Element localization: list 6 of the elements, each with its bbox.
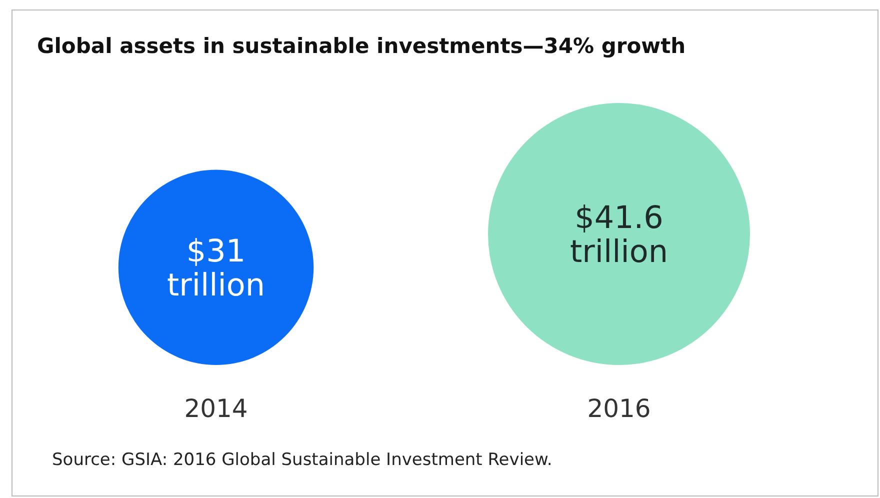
category-label: 2014: [184, 394, 248, 423]
text: Global assets in sustainable investments—34% growth: [37, 34, 686, 58]
category-label: 2016: [587, 394, 651, 423]
data-label: $31 trillion: [167, 233, 265, 304]
source-note: Source: GSIA: 2016 Global Sustainable Investment Review.: [52, 450, 552, 470]
data-label: $41.6 trillion: [570, 200, 668, 270]
